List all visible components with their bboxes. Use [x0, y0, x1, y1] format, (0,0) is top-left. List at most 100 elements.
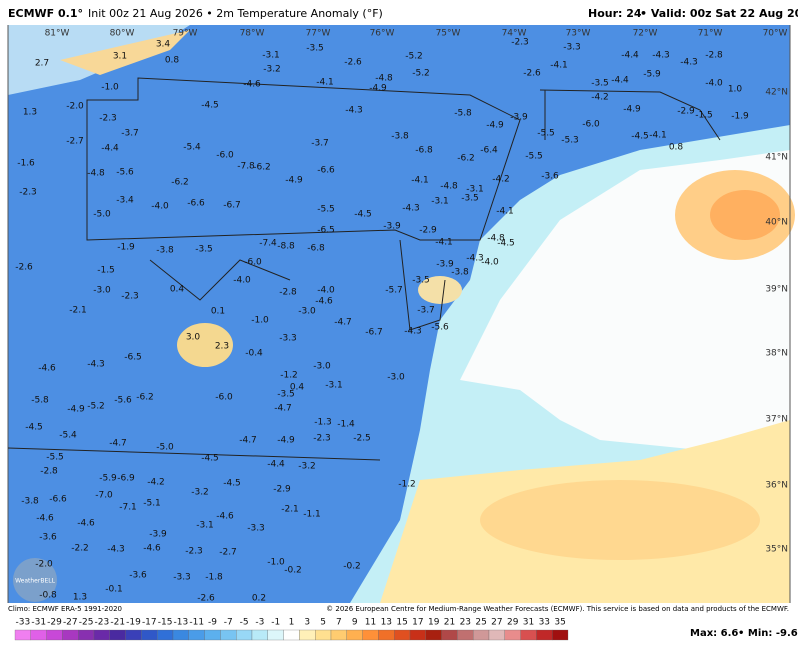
- point-value: -3.0: [387, 373, 405, 383]
- colorbar-label: 3: [304, 618, 310, 628]
- point-value: -1.6: [17, 159, 35, 169]
- colorbar-swatch: [441, 629, 458, 641]
- colorbar-swatch: [488, 629, 505, 641]
- colorbar-label: 31: [523, 618, 534, 628]
- colorbar-label: 11: [365, 618, 376, 628]
- point-value: -0.8: [39, 591, 57, 601]
- colorbar-label: 19: [428, 618, 440, 628]
- colorbar-swatch: [172, 629, 189, 641]
- point-value: -3.1: [431, 197, 449, 207]
- point-value: -5.4: [59, 431, 77, 441]
- point-value: -4.5: [223, 479, 241, 489]
- longitude-label: 77°W: [306, 29, 331, 39]
- point-value: -1.1: [303, 510, 321, 520]
- point-value: -3.5: [306, 44, 324, 54]
- point-value: -6.0: [215, 393, 233, 403]
- point-value: -3.0: [93, 286, 111, 296]
- point-value: -2.3: [511, 38, 529, 48]
- longitude-label: 81°W: [45, 29, 70, 39]
- colorbar-label: 23: [460, 618, 471, 628]
- colorbar-label: -5: [240, 618, 249, 628]
- model-name: ECMWF 0.1°: [8, 7, 83, 20]
- copyright: © 2026 European Centre for Medium-Range …: [326, 605, 789, 613]
- colorbar-label: -9: [208, 618, 217, 628]
- point-value: -4.0: [151, 202, 169, 212]
- point-value: -2.8: [279, 288, 297, 298]
- colorbar-label: -21: [110, 618, 125, 628]
- latitude-label: 39°N: [765, 285, 788, 295]
- point-value: -3.5: [461, 194, 479, 204]
- point-value: -3.9: [149, 530, 167, 540]
- colorbar-label: 21: [444, 618, 455, 628]
- point-value: -4.1: [316, 78, 334, 88]
- point-value: -6.6: [49, 495, 67, 505]
- point-value: 3.1: [113, 52, 127, 62]
- point-value: -3.7: [417, 306, 435, 316]
- point-value: -4.4: [101, 144, 119, 154]
- point-value: -4.9: [285, 176, 303, 186]
- point-value: -3.6: [39, 533, 57, 543]
- colorbar-swatch: [93, 629, 110, 641]
- point-value: -4.6: [315, 297, 333, 307]
- colorbar-label: -29: [47, 618, 62, 628]
- point-value: -3.3: [279, 334, 297, 344]
- colorbar-swatch: [46, 629, 63, 641]
- point-value: -5.7: [385, 286, 403, 296]
- point-value: -5.1: [143, 499, 161, 509]
- point-value: -4.2: [147, 478, 165, 488]
- colorbar-label: -19: [126, 618, 141, 628]
- point-value: -3.8: [391, 132, 409, 142]
- colorbar-label: 17: [412, 618, 423, 628]
- point-value: -4.0: [233, 276, 251, 286]
- point-value: -4.1: [435, 238, 453, 248]
- latitude-label: 37°N: [765, 415, 788, 425]
- point-value: -3.5: [277, 390, 295, 400]
- point-value: -5.9: [99, 474, 117, 484]
- point-value: -6.2: [457, 154, 475, 164]
- point-value: -6.9: [117, 474, 135, 484]
- point-value: -6.0: [216, 151, 234, 161]
- latitude-label: 40°N: [765, 218, 788, 228]
- point-value: -2.7: [219, 548, 237, 558]
- point-value: 1.3: [73, 593, 87, 603]
- point-value: -4.6: [77, 519, 95, 529]
- point-value: -5.5: [46, 453, 64, 463]
- point-value: -4.1: [496, 207, 514, 217]
- point-value: -2.6: [197, 594, 215, 604]
- colorbar-label: 9: [352, 618, 358, 628]
- colorbar-swatch: [299, 629, 316, 641]
- colorbar-swatch: [409, 629, 426, 641]
- point-value: -4.1: [649, 131, 667, 141]
- point-value: -3.3: [563, 43, 581, 53]
- point-value: -5.6: [114, 396, 132, 406]
- point-value: -4.6: [36, 514, 54, 524]
- colorbar-label: 29: [507, 618, 519, 628]
- point-value: 0.4: [290, 383, 305, 393]
- point-value: -3.5: [195, 245, 213, 255]
- colorbar-swatch: [315, 629, 332, 641]
- point-value: -4.5: [631, 132, 649, 142]
- point-value: -4.1: [411, 176, 429, 186]
- point-value: -4.7: [109, 439, 127, 449]
- point-value: -5.3: [561, 136, 579, 146]
- point-value: -1.3: [314, 418, 332, 428]
- colorbar-label: -13: [174, 618, 189, 628]
- point-value: -3.3: [173, 573, 191, 583]
- point-value: -6.4: [480, 146, 498, 156]
- point-value: -2.8: [40, 467, 58, 477]
- point-value: -4.3: [107, 545, 125, 555]
- point-value: -6.7: [365, 328, 383, 338]
- point-value: 2.7: [35, 59, 49, 69]
- colorbar-label: 1: [289, 618, 295, 628]
- point-value: -8.8: [277, 242, 295, 252]
- point-value: -5.5: [317, 205, 335, 215]
- colorbar-label: -25: [79, 618, 94, 628]
- point-value: -3.1: [466, 185, 484, 195]
- point-value: -1.5: [97, 266, 115, 276]
- point-value: -4.0: [481, 258, 499, 268]
- longitude-label: 70°W: [763, 29, 788, 39]
- point-value: -1.8: [205, 573, 223, 583]
- colorbar-swatch: [504, 629, 521, 641]
- point-value: -2.3: [185, 547, 203, 557]
- point-value: -2.1: [281, 505, 299, 515]
